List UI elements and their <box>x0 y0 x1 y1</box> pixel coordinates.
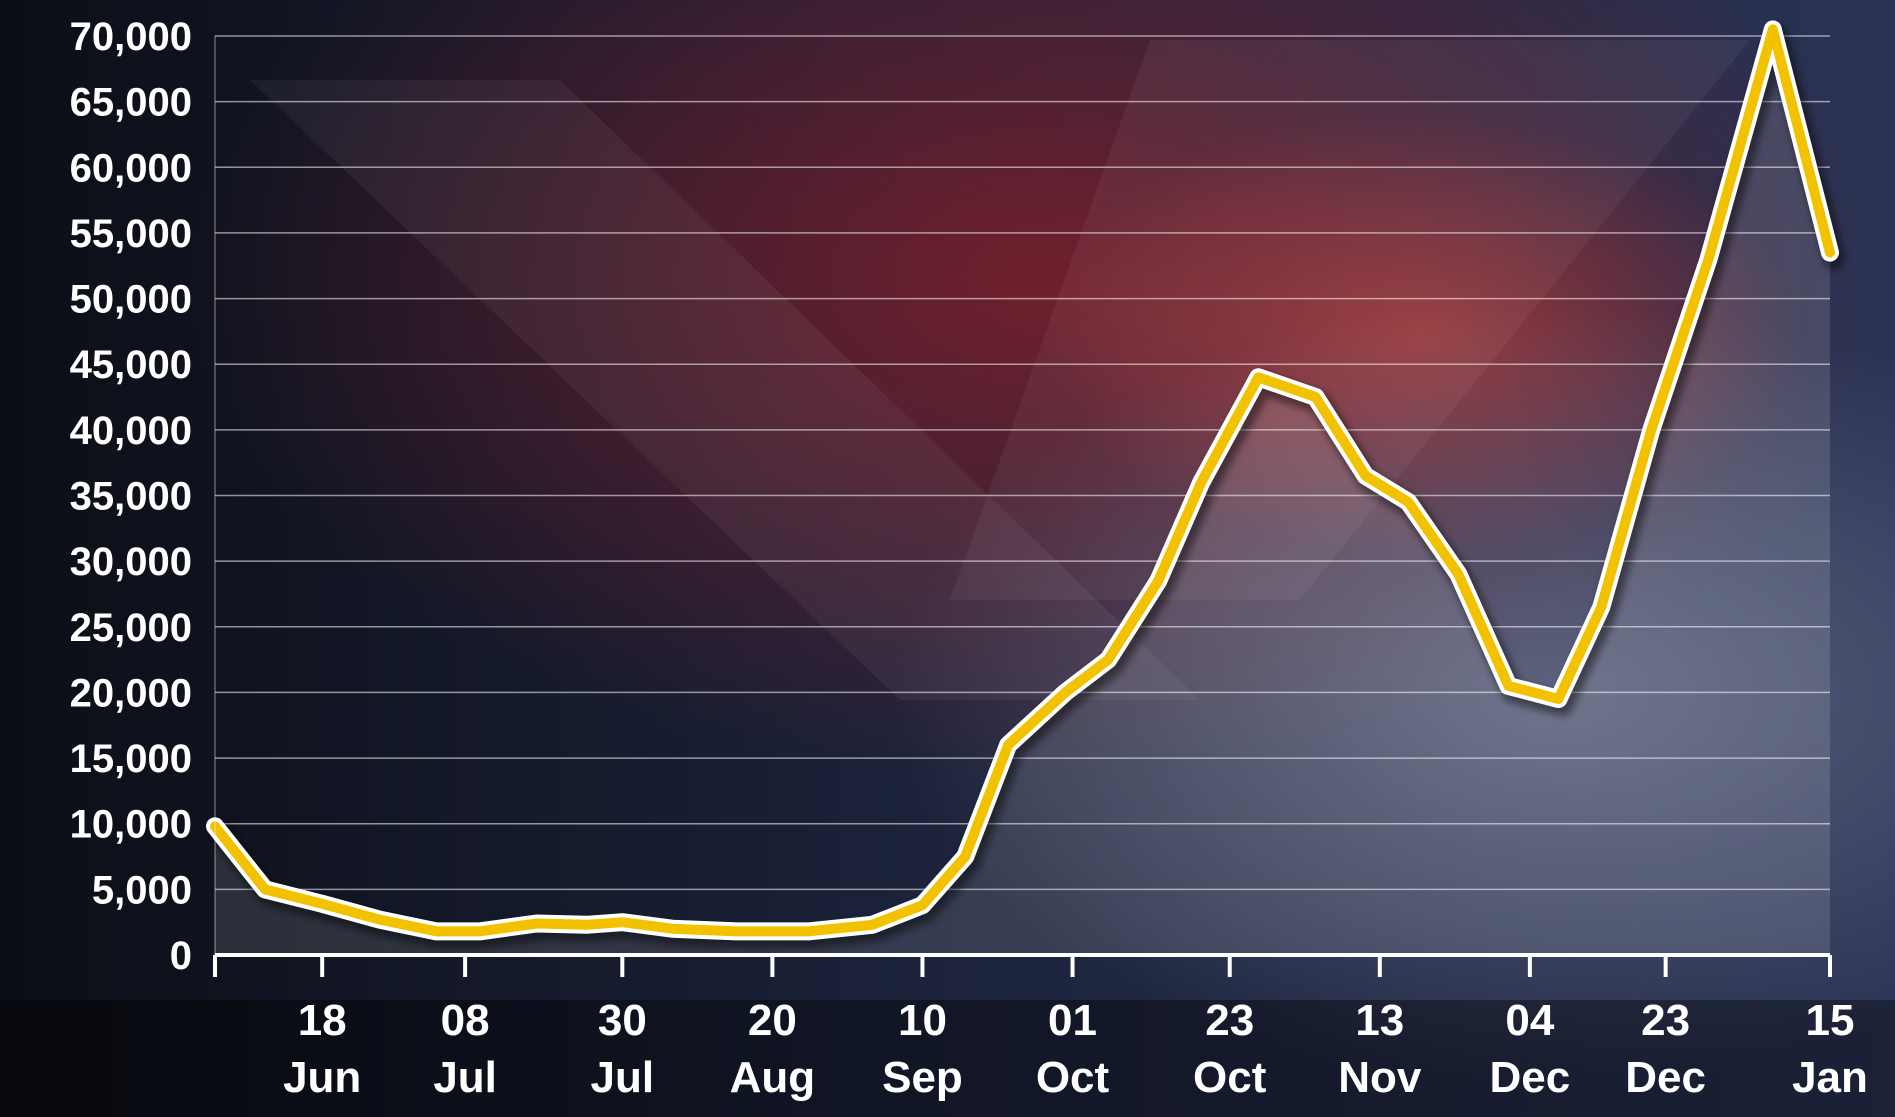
x-tick-month-label: Dec <box>1625 1053 1706 1102</box>
series-line <box>210 24 1835 937</box>
x-tick-month-label: Dec <box>1490 1053 1571 1102</box>
series-area <box>215 29 1830 955</box>
x-tick-month-label: Oct <box>1193 1053 1267 1102</box>
y-tick-label: 25,000 <box>70 606 192 650</box>
x-tick-month-label: Jul <box>591 1053 655 1102</box>
y-tick-label: 30,000 <box>70 540 192 584</box>
x-tick-day-label: 08 <box>441 996 490 1045</box>
y-tick-label: 5,000 <box>92 868 192 912</box>
gridlines <box>215 35 1830 891</box>
x-tick-day-label: 01 <box>1048 996 1097 1045</box>
x-tick-day-label: 10 <box>898 996 947 1045</box>
y-tick-label: 0 <box>170 934 192 978</box>
y-tick-label: 10,000 <box>70 803 192 847</box>
y-tick-label: 50,000 <box>70 278 192 322</box>
y-tick-label: 60,000 <box>70 146 192 190</box>
x-tick-month-label: Jan <box>1792 1053 1868 1102</box>
x-axis-tick-labels: 18 Jun 08 Jul 30 Jul 20 Aug 10 Sep 01 Oct 23 Oct 13 Nov… <box>283 996 1868 1102</box>
x-tick-day-label: 23 <box>1205 996 1254 1045</box>
y-tick-label: 35,000 <box>70 475 192 519</box>
x-tick-month-label: Oct <box>1036 1053 1110 1102</box>
x-tick-day-label: 23 <box>1641 996 1690 1045</box>
y-tick-label: 70,000 <box>70 15 192 59</box>
x-tick-month-label: Sep <box>882 1053 963 1102</box>
x-tick-month-label: Nov <box>1338 1053 1422 1102</box>
y-tick-label: 65,000 <box>70 81 192 125</box>
y-tick-label: 40,000 <box>70 409 192 453</box>
x-tick-day-label: 13 <box>1355 996 1404 1045</box>
area-fill <box>215 29 1830 955</box>
series-line-layer <box>206 20 1845 949</box>
y-axis-tick-labels: 0 5,000 10,000 15,000 20,000 25,000 30,000 35,0… <box>70 15 192 978</box>
x-tick-day-label: 30 <box>598 996 647 1045</box>
x-tick-day-label: 20 <box>748 996 797 1045</box>
x-tick-day-label: 04 <box>1505 996 1554 1045</box>
y-tick-label: 20,000 <box>70 671 192 715</box>
x-tick-month-label: Aug <box>730 1053 816 1102</box>
y-tick-label: 15,000 <box>70 737 192 781</box>
x-axis <box>213 36 1832 977</box>
y-tick-label: 45,000 <box>70 343 192 387</box>
x-tick-month-label: Jun <box>283 1053 361 1102</box>
x-tick-day-label: 15 <box>1806 996 1855 1045</box>
y-tick-label: 55,000 <box>70 212 192 256</box>
x-tick-month-label: Jul <box>433 1053 497 1102</box>
x-tick-day-label: 18 <box>298 996 347 1045</box>
